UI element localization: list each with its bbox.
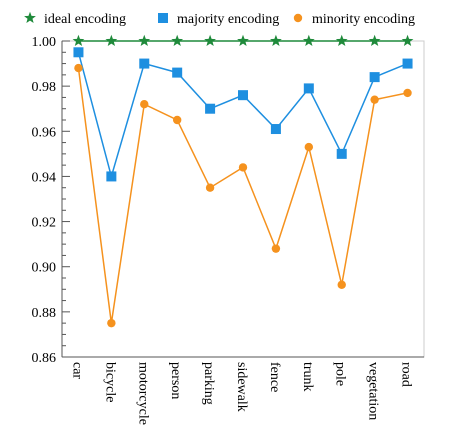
data-point <box>72 34 85 47</box>
data-point <box>107 318 116 328</box>
x-tick-label: bicycle <box>102 362 117 402</box>
x-tick-label: road <box>399 362 414 387</box>
x-tick-label: pole <box>333 362 348 386</box>
y-tick-label: 0.94 <box>32 170 57 185</box>
y-tick-label: 0.92 <box>32 216 57 231</box>
x-tick-label: parking <box>201 362 216 405</box>
legend-marker <box>293 13 303 23</box>
legend-marker <box>158 13 168 23</box>
data-point <box>270 34 282 47</box>
data-point <box>138 34 151 47</box>
y-tick-label: 0.90 <box>32 261 57 276</box>
data-point <box>303 83 314 94</box>
data-point <box>402 58 413 69</box>
data-point <box>237 34 249 47</box>
y-tick-label: 0.98 <box>32 80 57 95</box>
data-point <box>171 34 184 47</box>
data-point <box>335 34 348 47</box>
legend: ideal encoding majority encoding minority … <box>24 11 415 27</box>
data-point <box>74 63 83 73</box>
data-point <box>172 67 183 78</box>
series-line <box>77 52 408 180</box>
data-point <box>270 124 281 135</box>
data-point <box>370 95 379 104</box>
x-tick-label: sidewalk <box>234 362 249 412</box>
x-tick-label: motorcycle <box>135 362 150 425</box>
y-tick-label: 0.96 <box>32 125 57 140</box>
x-tick-label: vegetation <box>366 362 381 420</box>
data-point <box>403 88 412 98</box>
data-point <box>337 280 346 289</box>
data-point <box>140 100 149 109</box>
chart-series <box>72 34 414 328</box>
data-point <box>205 183 215 192</box>
legend-label: majority encoding <box>177 12 279 27</box>
data-point <box>204 34 216 47</box>
data-point <box>205 103 216 114</box>
data-point <box>271 244 281 253</box>
legend-label: ideal encoding <box>44 12 126 27</box>
y-tick-label: 0.88 <box>32 306 57 321</box>
data-point <box>401 34 414 47</box>
x-tick-label: car <box>69 362 84 379</box>
data-point <box>172 115 182 125</box>
data-point <box>139 58 150 69</box>
data-point <box>105 34 118 47</box>
legend-label: minority encoding <box>312 12 415 27</box>
data-point <box>336 148 347 159</box>
data-point <box>369 72 380 83</box>
data-point <box>302 34 315 47</box>
data-point <box>238 90 248 101</box>
data-point <box>106 171 117 182</box>
data-point <box>304 142 314 152</box>
x-tick-label: trunk <box>300 362 315 392</box>
chart-axes: 0.86 0.88 0.90 0.92 0.94 0.96 0.98 1.00 car bicyc… <box>32 35 425 425</box>
x-tick-label: fence <box>267 362 282 392</box>
y-tick-label: 0.86 <box>32 351 57 366</box>
data-point <box>368 34 381 47</box>
x-tick-label: person <box>168 362 183 399</box>
legend-marker <box>24 11 36 24</box>
data-point <box>238 163 248 172</box>
series-line <box>77 67 408 324</box>
data-point <box>73 47 84 58</box>
y-tick-label: 1.00 <box>32 35 57 50</box>
